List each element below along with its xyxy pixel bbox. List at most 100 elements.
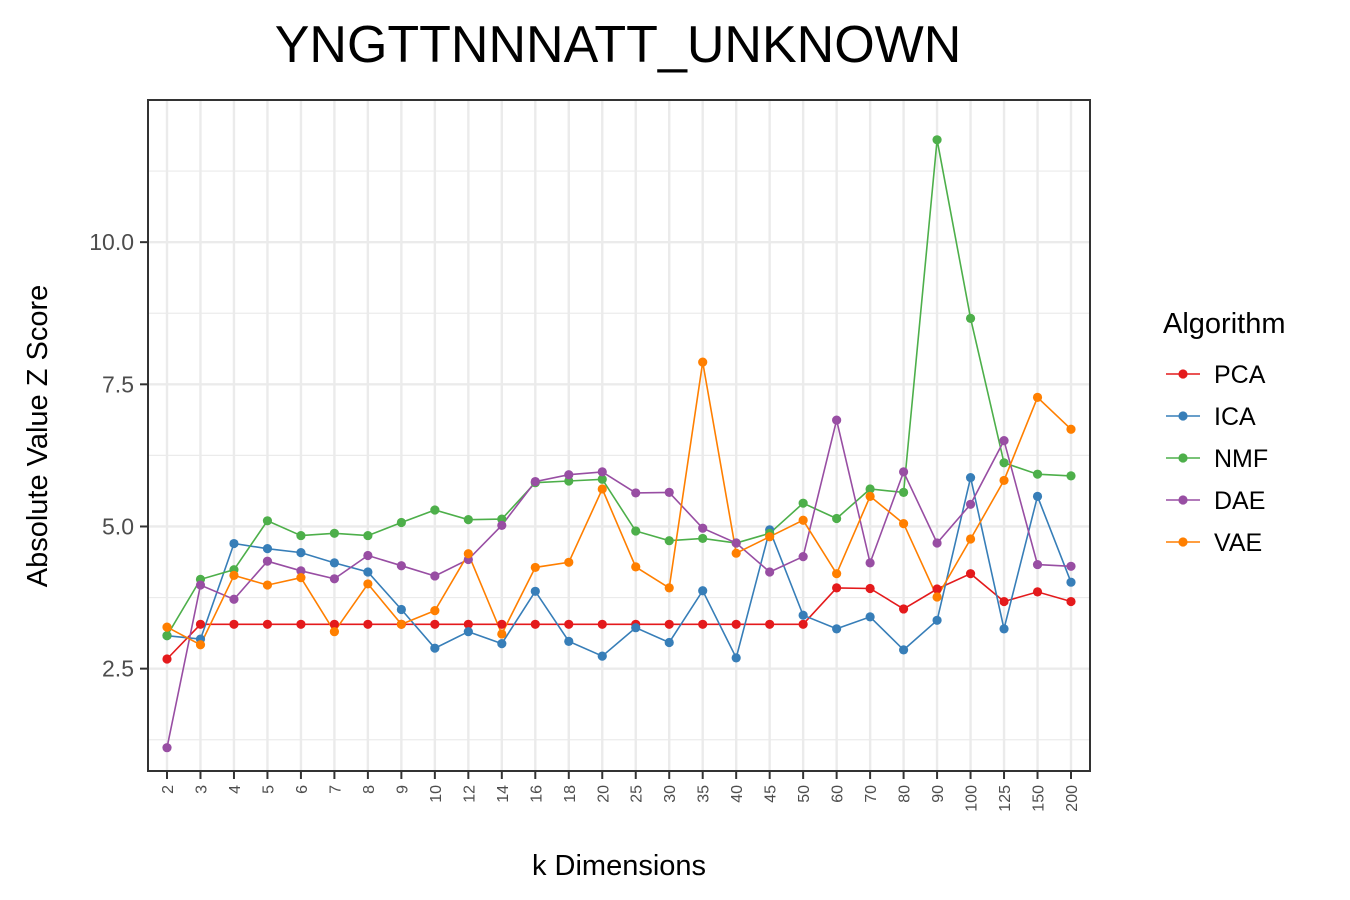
- data-point-pca: [597, 619, 607, 629]
- data-point-pca: [965, 569, 976, 579]
- series-points: [162, 135, 1076, 753]
- data-point-nmf: [1032, 469, 1043, 479]
- x-axis: 2 3 4 5 6 7 8 9 10 12 14 16 18 20 25 30 35 40 45 50 60 70 80 90…: [160, 771, 1081, 812]
- y-tick-label: 5.0: [102, 513, 134, 539]
- data-point-dae: [564, 470, 574, 480]
- data-point-dae: [965, 499, 976, 509]
- data-point-pca: [1066, 596, 1076, 607]
- data-point-vae: [463, 549, 473, 559]
- data-point-vae: [530, 562, 540, 573]
- plot-panel-border: [147, 99, 1091, 772]
- data-point-ica: [564, 636, 574, 646]
- x-tick-label: 7: [327, 785, 344, 794]
- x-tick-label: 14: [495, 785, 512, 803]
- data-point-ica: [296, 548, 306, 558]
- data-point-nmf: [329, 528, 340, 538]
- data-point-vae: [664, 583, 674, 593]
- data-point-pca: [564, 619, 574, 629]
- data-point-vae: [631, 562, 641, 572]
- legend-label-nmf: NMF: [1214, 445, 1268, 473]
- x-axis-title: k Dimensions: [532, 850, 706, 882]
- data-point-nmf: [1066, 471, 1076, 481]
- data-point-nmf: [932, 135, 942, 145]
- data-point-pca: [497, 619, 507, 629]
- data-point-vae: [162, 622, 172, 632]
- data-point-ica: [463, 627, 473, 637]
- data-point-ica: [597, 651, 607, 661]
- x-tick-label: 60: [830, 785, 847, 803]
- data-point-ica: [430, 643, 440, 653]
- data-point-vae: [1032, 392, 1043, 403]
- data-point-pca: [430, 619, 440, 629]
- data-point-nmf: [396, 517, 406, 528]
- legend-key-point: [1178, 369, 1188, 379]
- data-point-nmf: [430, 505, 440, 515]
- x-tick-label: 10: [428, 785, 445, 803]
- data-point-ica: [262, 544, 273, 554]
- data-point-dae: [296, 566, 306, 576]
- legend-label-vae: VAE: [1214, 529, 1262, 557]
- data-point-ica: [798, 610, 808, 620]
- data-point-pca: [932, 584, 942, 594]
- data-point-dae: [396, 561, 406, 571]
- data-point-dae: [698, 523, 708, 533]
- data-point-ica: [229, 538, 239, 549]
- data-point-ica: [731, 653, 741, 663]
- data-point-nmf: [832, 513, 842, 524]
- x-tick-label: 2: [160, 785, 177, 794]
- data-point-ica: [1066, 577, 1076, 587]
- x-tick-label: 90: [930, 785, 947, 803]
- data-point-vae: [731, 548, 741, 558]
- data-point-vae: [396, 619, 406, 629]
- chart-title: YNGTTNNNATT_UNKNOWN: [275, 16, 962, 74]
- data-point-dae: [898, 467, 909, 477]
- data-point-nmf: [865, 484, 875, 494]
- data-point-dae: [597, 467, 607, 477]
- data-point-pca: [1032, 587, 1043, 597]
- legend-key-point: [1178, 537, 1188, 547]
- y-tick-label: 2.5: [102, 656, 134, 682]
- x-tick-label: 150: [1031, 785, 1048, 812]
- data-point-dae: [1032, 559, 1043, 570]
- data-point-pca: [162, 654, 172, 664]
- data-point-dae: [195, 580, 206, 590]
- x-tick-label: 5: [260, 785, 277, 794]
- data-point-dae: [363, 550, 373, 561]
- data-point-pca: [363, 619, 373, 629]
- x-tick-label: 8: [361, 785, 378, 794]
- x-tick-label: 9: [394, 785, 411, 794]
- x-tick-label: 40: [729, 785, 746, 803]
- data-point-nmf: [664, 536, 674, 546]
- legend-label-pca: PCA: [1214, 361, 1266, 389]
- data-point-nmf: [262, 516, 273, 526]
- legend-label-dae: DAE: [1214, 487, 1265, 515]
- data-point-pca: [865, 583, 875, 594]
- legend-key-point: [1178, 411, 1188, 421]
- data-point-vae: [765, 532, 775, 542]
- x-tick-label: 6: [294, 785, 311, 794]
- data-point-ica: [530, 586, 540, 596]
- data-point-vae: [296, 573, 306, 583]
- data-point-pca: [296, 619, 306, 629]
- data-point-nmf: [965, 313, 976, 323]
- data-point-ica: [698, 586, 708, 596]
- data-point-dae: [664, 487, 674, 497]
- data-point-dae: [530, 476, 540, 487]
- data-point-vae: [497, 629, 507, 639]
- data-point-ica: [965, 472, 976, 483]
- data-point-dae: [865, 558, 875, 568]
- x-tick-label: 18: [562, 785, 579, 803]
- data-point-pca: [229, 619, 239, 629]
- series-line-vae: [166, 361, 1072, 646]
- data-point-ica: [497, 639, 507, 649]
- series-lines: [166, 139, 1072, 748]
- data-point-dae: [162, 743, 172, 753]
- data-point-dae: [832, 415, 842, 425]
- data-point-dae: [765, 567, 775, 577]
- x-tick-label: 200: [1064, 785, 1081, 812]
- x-tick-label: 35: [696, 785, 713, 803]
- series-line-pca: [166, 572, 1072, 660]
- data-point-vae: [195, 640, 206, 650]
- data-point-ica: [396, 604, 406, 615]
